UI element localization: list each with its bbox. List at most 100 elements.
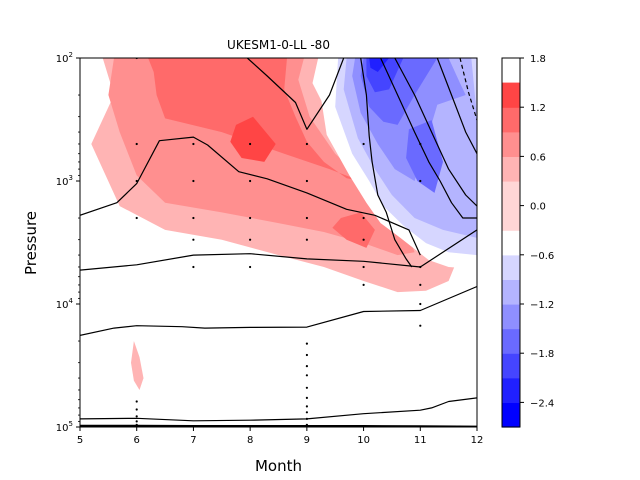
- stipple-dot: [305, 238, 308, 241]
- stipple-dot: [249, 238, 252, 241]
- stipple-dot: [192, 179, 195, 183]
- colorbar-band: [502, 156, 520, 182]
- contour-region: [270, 350, 358, 382]
- contour-line: [436, 58, 477, 154]
- stipple-dot: [305, 396, 308, 399]
- stipple-dot: [135, 400, 138, 403]
- stipple-dot: [192, 142, 195, 146]
- stipple-dot: [305, 386, 308, 389]
- stipple-dot: [305, 365, 308, 368]
- x-tick-label: 7: [190, 435, 196, 446]
- colorbar-tick-label: −1.8: [530, 349, 554, 360]
- chart-title: UKESM1-0-LL -80: [227, 38, 330, 52]
- filled-contours: [91, 58, 477, 390]
- y-tick-label: 104: [56, 297, 74, 311]
- contour-region: [230, 116, 276, 162]
- contour-region: [406, 120, 443, 193]
- y-tick-exponent: 5: [69, 420, 73, 428]
- x-tick-label: 8: [247, 435, 253, 446]
- stipple-dot: [305, 353, 308, 357]
- colorbar-band: [502, 304, 520, 330]
- colorbar-band: [502, 254, 520, 280]
- contour-line: [246, 58, 345, 130]
- colorbar-tick-label: 0.0: [530, 202, 546, 213]
- x-axis-label: Month: [255, 457, 302, 475]
- y-tick-exponent: 2: [69, 51, 73, 59]
- y-axis-label: Pressure: [22, 211, 40, 275]
- contour-line: [80, 285, 477, 336]
- y-tick-label: 102: [56, 51, 73, 65]
- stipple-dot: [135, 179, 138, 183]
- colorbar-ticks: 1.8 1.2 0.6 0.0 −0.6 −1.2 −1.8 −2.4: [520, 54, 554, 409]
- x-tick-label: 5: [77, 435, 83, 446]
- y-tick-base: 10: [56, 300, 69, 311]
- stipple-dot: [305, 374, 308, 377]
- stipple-dot: [305, 411, 308, 414]
- colorbar-band: [502, 328, 520, 354]
- colorbar-band: [502, 230, 520, 256]
- y-tick-exponent: 4: [69, 297, 74, 305]
- stipple-dot: [192, 238, 195, 241]
- stipple-dot: [419, 283, 422, 286]
- colorbar-tick-label: 1.2: [530, 103, 546, 114]
- plot-area: [79, 57, 478, 428]
- y-tick-exponent: 3: [69, 174, 73, 182]
- stipple-dot: [305, 423, 308, 426]
- y-tick-base: 10: [56, 177, 69, 188]
- colorbar-band: [502, 181, 520, 231]
- x-tick-label: 12: [471, 435, 484, 446]
- stipple-dot: [135, 415, 138, 418]
- contour-line: [394, 58, 477, 207]
- stipple-dot: [362, 265, 365, 269]
- colorbar-band: [502, 402, 520, 428]
- stipple-dot: [305, 417, 308, 420]
- stipple-dot: [305, 405, 308, 408]
- stipple-dot: [362, 216, 365, 220]
- colorbar-frame: [501, 57, 521, 428]
- colorbar-tick-label: −0.6: [530, 251, 554, 262]
- contour-lines: [80, 58, 477, 427]
- stipple-dot: [305, 179, 308, 183]
- colorbar-tick-label: 0.6: [530, 152, 546, 163]
- y-tick-base: 10: [56, 54, 69, 65]
- stipple-dot: [305, 342, 308, 345]
- colorbar-tick-label: −1.2: [530, 300, 554, 311]
- stipple-dot: [419, 265, 422, 269]
- colorbar-band: [502, 131, 520, 157]
- contour-line-dashed: [459, 58, 477, 121]
- stipple-dot: [135, 420, 138, 423]
- stipple-dot: [135, 142, 138, 146]
- x-tick-label: 9: [304, 435, 310, 446]
- colorbar-tick-label: −2.4: [530, 398, 554, 409]
- stipple-dot: [362, 283, 365, 286]
- stipple-dot: [419, 142, 422, 146]
- y-tick-base: 10: [56, 423, 69, 434]
- stipple-dot: [249, 142, 252, 146]
- colorbar-band: [502, 377, 520, 403]
- stipple-dot: [305, 216, 308, 220]
- contour-line: [80, 424, 477, 427]
- x-tick-label: 10: [357, 435, 370, 446]
- stipple-dot: [249, 216, 252, 220]
- stipple-dot: [192, 265, 195, 269]
- contour-line: [80, 136, 421, 256]
- contour-line: [380, 58, 477, 219]
- colorbar-bands: [502, 82, 520, 428]
- stipple-dot: [419, 302, 422, 306]
- stipple-dot: [135, 423, 138, 426]
- y-tick-label: 103: [56, 174, 73, 188]
- stipple-dot: [419, 324, 422, 327]
- stipple-dot: [305, 142, 308, 146]
- colorbar-band: [502, 107, 520, 133]
- stipple-dot: [135, 216, 138, 220]
- contour-region: [131, 341, 144, 390]
- stipple-dot: [419, 179, 422, 183]
- contour-region: [369, 58, 390, 72]
- contour-line: [80, 397, 477, 422]
- stipple-dot: [362, 238, 365, 241]
- y-tick-label: 105: [56, 420, 73, 434]
- x-tick-label: 6: [134, 435, 140, 446]
- colorbar-band: [502, 82, 520, 108]
